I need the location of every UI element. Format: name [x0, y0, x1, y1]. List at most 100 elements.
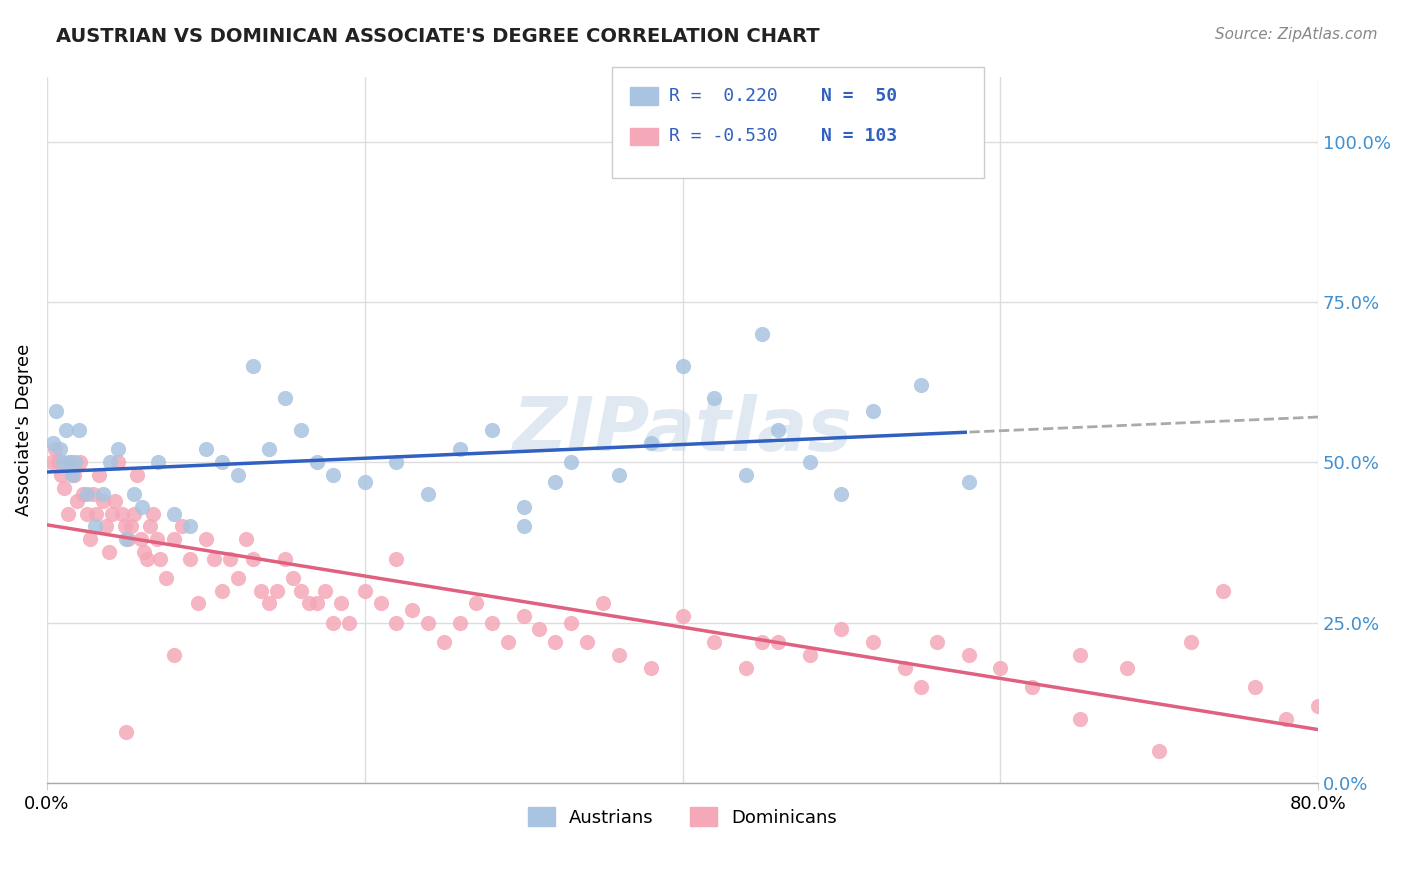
Point	[114, 519, 136, 533]
Point	[259, 442, 281, 457]
Point	[671, 359, 693, 373]
Point	[512, 519, 534, 533]
Point	[127, 468, 149, 483]
Point	[418, 487, 440, 501]
Point	[53, 481, 76, 495]
Point	[1147, 744, 1170, 758]
Point	[60, 468, 83, 483]
Point	[988, 660, 1011, 674]
Point	[894, 660, 917, 674]
Point	[187, 596, 209, 610]
Point	[94, 519, 117, 533]
Point	[179, 551, 201, 566]
Point	[1069, 648, 1091, 662]
Point	[401, 603, 423, 617]
Point	[385, 551, 408, 566]
Point	[1308, 699, 1330, 714]
Point	[211, 583, 233, 598]
Point	[957, 648, 980, 662]
Point	[1116, 660, 1139, 674]
Point	[1021, 680, 1043, 694]
Point	[235, 533, 257, 547]
Point	[82, 487, 104, 501]
Point	[481, 423, 503, 437]
Point	[830, 487, 852, 501]
Point	[52, 455, 75, 469]
Point	[799, 648, 821, 662]
Point	[41, 455, 63, 469]
Point	[66, 493, 89, 508]
Point	[46, 455, 69, 469]
Point	[640, 660, 662, 674]
Point	[329, 596, 352, 610]
Point	[132, 545, 155, 559]
Point	[1243, 680, 1265, 694]
Point	[418, 615, 440, 630]
Point	[735, 660, 758, 674]
Point	[607, 468, 630, 483]
Point	[117, 533, 139, 547]
Point	[274, 391, 297, 405]
Point	[139, 519, 162, 533]
Point	[512, 500, 534, 515]
Point	[1069, 712, 1091, 726]
Point	[250, 583, 273, 598]
Point	[97, 545, 120, 559]
Point	[560, 455, 582, 469]
Point	[76, 507, 98, 521]
Point	[305, 596, 328, 610]
Point	[131, 500, 153, 515]
Point	[1212, 583, 1234, 598]
Point	[163, 533, 186, 547]
Point	[179, 519, 201, 533]
Point	[862, 404, 884, 418]
Text: AUSTRIAN VS DOMINICAN ASSOCIATE'S DEGREE CORRELATION CHART: AUSTRIAN VS DOMINICAN ASSOCIATE'S DEGREE…	[56, 27, 820, 45]
Point	[146, 455, 169, 469]
Point	[91, 493, 114, 508]
Point	[592, 596, 614, 610]
Point	[242, 551, 264, 566]
Point	[544, 475, 567, 489]
Point	[290, 583, 312, 598]
Point	[529, 622, 551, 636]
Point	[283, 571, 305, 585]
Point	[104, 493, 127, 508]
Point	[449, 442, 471, 457]
Point	[124, 487, 146, 501]
Point	[45, 404, 67, 418]
Point	[560, 615, 582, 630]
Point	[124, 507, 146, 521]
Point	[496, 635, 519, 649]
Text: R = -0.530: R = -0.530	[669, 128, 778, 145]
Point	[163, 648, 186, 662]
Legend: Austrians, Dominicans: Austrians, Dominicans	[520, 800, 845, 834]
Point	[353, 475, 375, 489]
Y-axis label: Associate's Degree: Associate's Degree	[15, 344, 32, 516]
Point	[170, 519, 193, 533]
Point	[48, 442, 70, 457]
Point	[449, 615, 471, 630]
Point	[259, 596, 281, 610]
Point	[322, 468, 344, 483]
Point	[512, 609, 534, 624]
Point	[136, 551, 159, 566]
Point	[58, 455, 80, 469]
Point	[735, 468, 758, 483]
Point	[56, 507, 79, 521]
Point	[370, 596, 392, 610]
Point	[242, 359, 264, 373]
Point	[129, 533, 152, 547]
Point	[298, 596, 321, 610]
Point	[59, 455, 82, 469]
Point	[51, 468, 73, 483]
Text: ZIPatlas: ZIPatlas	[513, 393, 852, 467]
Point	[751, 635, 773, 649]
Point	[465, 596, 488, 610]
Point	[314, 583, 336, 598]
Point	[115, 533, 138, 547]
Point	[100, 455, 122, 469]
Point	[145, 533, 167, 547]
Point	[202, 551, 225, 566]
Point	[544, 635, 567, 649]
Point	[226, 468, 249, 483]
